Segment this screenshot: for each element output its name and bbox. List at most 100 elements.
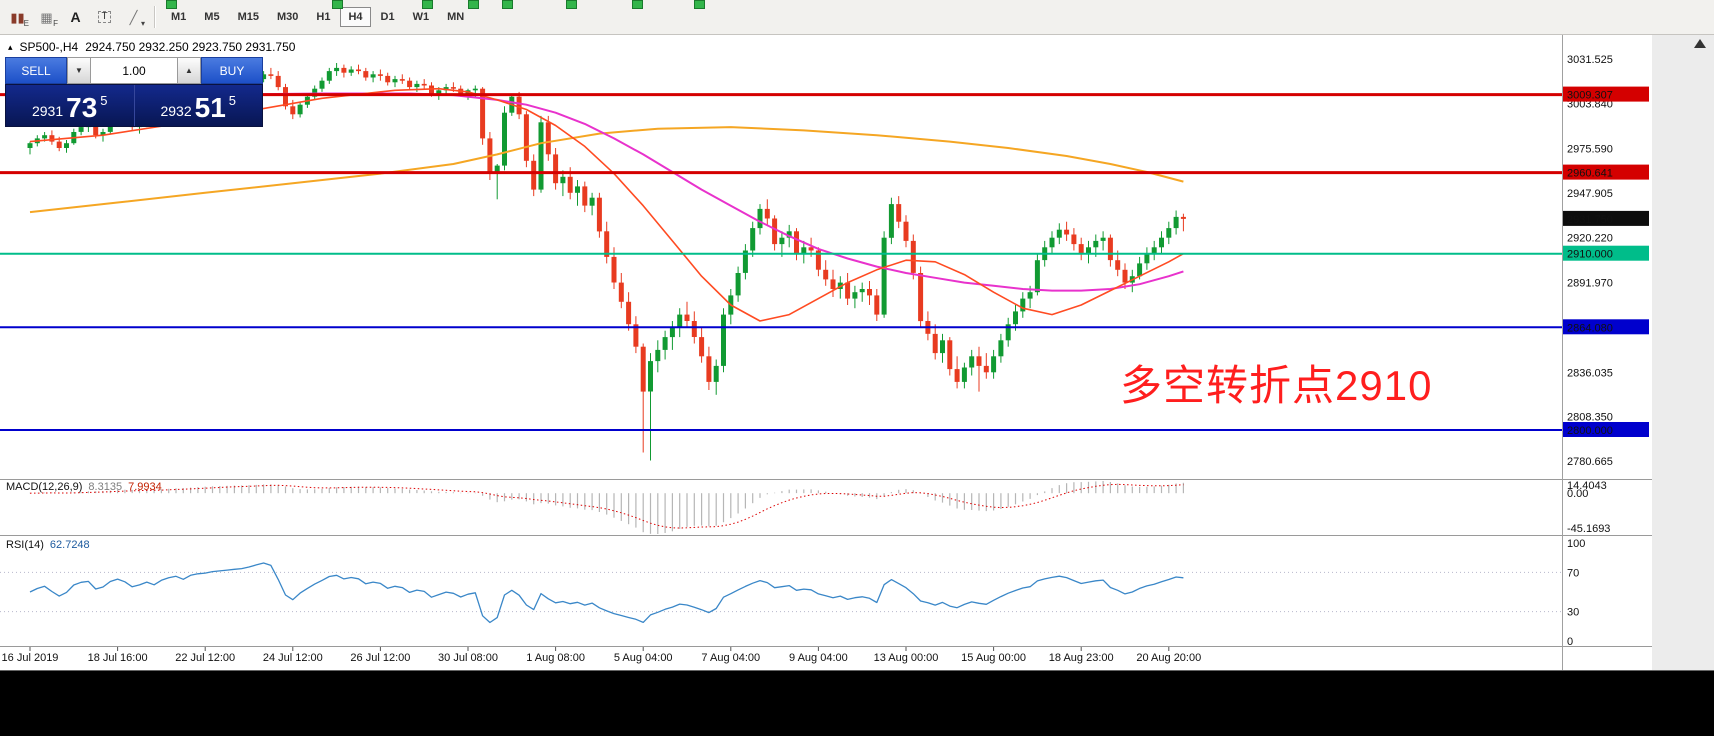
time-axis-label: 18 Jul 16:00 (88, 652, 148, 664)
ask-pips: 51 (194, 92, 226, 123)
ask-prefix: 2932 (160, 103, 192, 119)
price-tag (1563, 86, 1649, 102)
rsi-axis-label: 70 (1567, 567, 1579, 579)
text-a-glyph: A (70, 9, 81, 25)
expand-triangle-icon: ▴ (8, 41, 13, 52)
price-axis-label: 2780.665 (1567, 456, 1613, 468)
draw-tools-glyph: ╱ (129, 9, 138, 25)
time-axis-label: 1 Aug 08:00 (526, 652, 585, 664)
text-a-icon[interactable]: A (62, 5, 89, 29)
volume-increase-button[interactable]: ▲ (177, 57, 201, 84)
grid-icon[interactable]: ▦ F (33, 5, 60, 29)
icon-badge: E (23, 19, 29, 28)
bid-quote[interactable]: 2931 73 5 (6, 85, 135, 126)
price-tag-label: 2960.641 (1567, 168, 1613, 180)
price-axis-label: 2808.350 (1567, 412, 1613, 424)
chart-annotation-text[interactable]: 多空转折点2910 (1120, 362, 1433, 409)
time-axis-label: 13 Aug 00:00 (874, 652, 939, 664)
time-axis-label: 9 Aug 04:00 (789, 652, 848, 664)
price-tag (1563, 319, 1649, 335)
volume-decrease-button[interactable]: ▼ (67, 57, 91, 84)
price-tag-label: 2931.750 (1567, 214, 1613, 226)
time-axis-label: 30 Jul 08:00 (438, 652, 498, 664)
toolbar-separator (154, 6, 156, 28)
price-axis-label: 3031.525 (1567, 54, 1613, 66)
icon-badge: F (53, 19, 58, 28)
toolbar: ▮▮ E ▦ F A T ╱ ▾ M1 M5 M15 M30 H1 H4 D1 … (0, 0, 1714, 35)
top-green-marker (468, 0, 479, 9)
textbox-glyph: T (98, 11, 111, 23)
rsi-value: 62.7248 (49, 539, 90, 551)
time-axis-label: 15 Aug 00:00 (961, 652, 1026, 664)
rsi-axis-label: 0 (1567, 636, 1573, 648)
volume-input[interactable] (91, 57, 177, 84)
macd-label: MACD(12,26,9) 8.3135 7.9934 (6, 481, 162, 493)
bid-fraction: 5 (100, 93, 108, 108)
macd-signal-line (29, 483, 1184, 529)
rsi-axis-label: 100 (1567, 538, 1585, 550)
ma-medium-magenta-line (29, 92, 1184, 292)
time-axis[interactable]: 16 Jul 2019 18 Jul 16:00 22 Jul 12:00 24 Ju… (2, 647, 1202, 664)
draw-tools-dropdown[interactable]: ╱ ▾ (120, 5, 147, 29)
time-axis-label: 7 Aug 04:00 (701, 652, 760, 664)
chart-canvas[interactable]: 3031.5253003.8402975.5902947.9052920.220… (0, 35, 1714, 670)
top-green-marker (632, 0, 643, 9)
candles-glyph: ▮▮ (10, 9, 25, 25)
chart-background (0, 35, 1652, 670)
rsi-pane: 100 70 30 0 (0, 538, 1585, 648)
price-tag (1563, 164, 1649, 180)
ma-slow-orange-line (29, 126, 1184, 214)
top-green-marker (422, 0, 433, 9)
symbol-name: SP500-,H4 (19, 40, 79, 54)
time-axis-label: 5 Aug 04:00 (614, 652, 673, 664)
timeframe-w1-button[interactable]: W1 (405, 7, 438, 27)
price-axis-label: 2947.905 (1567, 188, 1613, 200)
time-axis-label: 26 Jul 12:00 (350, 652, 410, 664)
macd-axis-min: -45.1693 (1567, 523, 1610, 535)
macd-main-value: 8.3135 (88, 481, 123, 493)
timeframe-m5-button[interactable]: M5 (196, 7, 227, 27)
price-tag (1563, 245, 1649, 261)
ohlc-values: 2924.750 2932.250 2923.750 2931.750 (85, 40, 296, 54)
top-green-marker (694, 0, 705, 9)
one-click-trade-widget: SELL ▼ ▲ BUY 2931 73 5 2932 51 5 (5, 57, 263, 127)
ask-fraction: 5 (228, 93, 237, 108)
ea-candles-icon[interactable]: ▮▮ E (4, 5, 31, 29)
price-axis-label: 2836.035 (1567, 367, 1613, 379)
window-bottom-strip (0, 670, 1714, 736)
ma-fast-red-line (29, 87, 1184, 322)
timeframe-d1-button[interactable]: D1 (373, 7, 403, 27)
top-green-marker (566, 0, 577, 9)
ask-quote[interactable]: 2932 51 5 (135, 85, 263, 126)
time-axis-label: 22 Jul 12:00 (175, 652, 235, 664)
rsi-name: RSI(14) (6, 539, 44, 551)
timeframe-h1-button[interactable]: H1 (308, 7, 338, 27)
scroll-end-icon[interactable] (1694, 39, 1706, 48)
price-axis[interactable]: 3031.5253003.8402975.5902947.9052920.220… (1563, 54, 1649, 468)
textbox-tool-icon[interactable]: T (91, 5, 118, 29)
timeframe-m15-button[interactable]: M15 (230, 7, 267, 27)
time-axis-label: 24 Jul 12:00 (263, 652, 323, 664)
timeframe-m1-button[interactable]: M1 (163, 7, 194, 27)
macd-signal-value: 7.9934 (128, 481, 162, 493)
bid-pips: 73 (66, 92, 98, 123)
rsi-label: RSI(14) 62.7248 (6, 539, 90, 551)
bid-prefix: 2931 (31, 103, 64, 119)
timeframe-m30-button[interactable]: M30 (269, 7, 306, 27)
price-tag (1563, 210, 1649, 226)
time-axis-label: 20 Aug 20:00 (1136, 652, 1201, 664)
sell-button[interactable]: SELL (5, 57, 67, 84)
price-tag-label: 2864.080 (1567, 322, 1613, 334)
macd-axis-max: 14.4043 (1567, 480, 1607, 492)
timeframe-h4-button[interactable]: H4 (340, 7, 371, 27)
timeframe-mn-button[interactable]: MN (439, 7, 472, 27)
macd-axis-zero: 0.00 (1567, 488, 1588, 500)
chevron-down-icon: ▾ (140, 19, 145, 28)
price-tag-label: 3009.307 (1567, 90, 1613, 102)
macd-name: MACD(12,26,9) (6, 481, 83, 493)
price-tag-label: 2910.000 (1567, 249, 1613, 261)
buy-button[interactable]: BUY (201, 57, 263, 84)
rsi-axis-label: 30 (1567, 607, 1579, 619)
